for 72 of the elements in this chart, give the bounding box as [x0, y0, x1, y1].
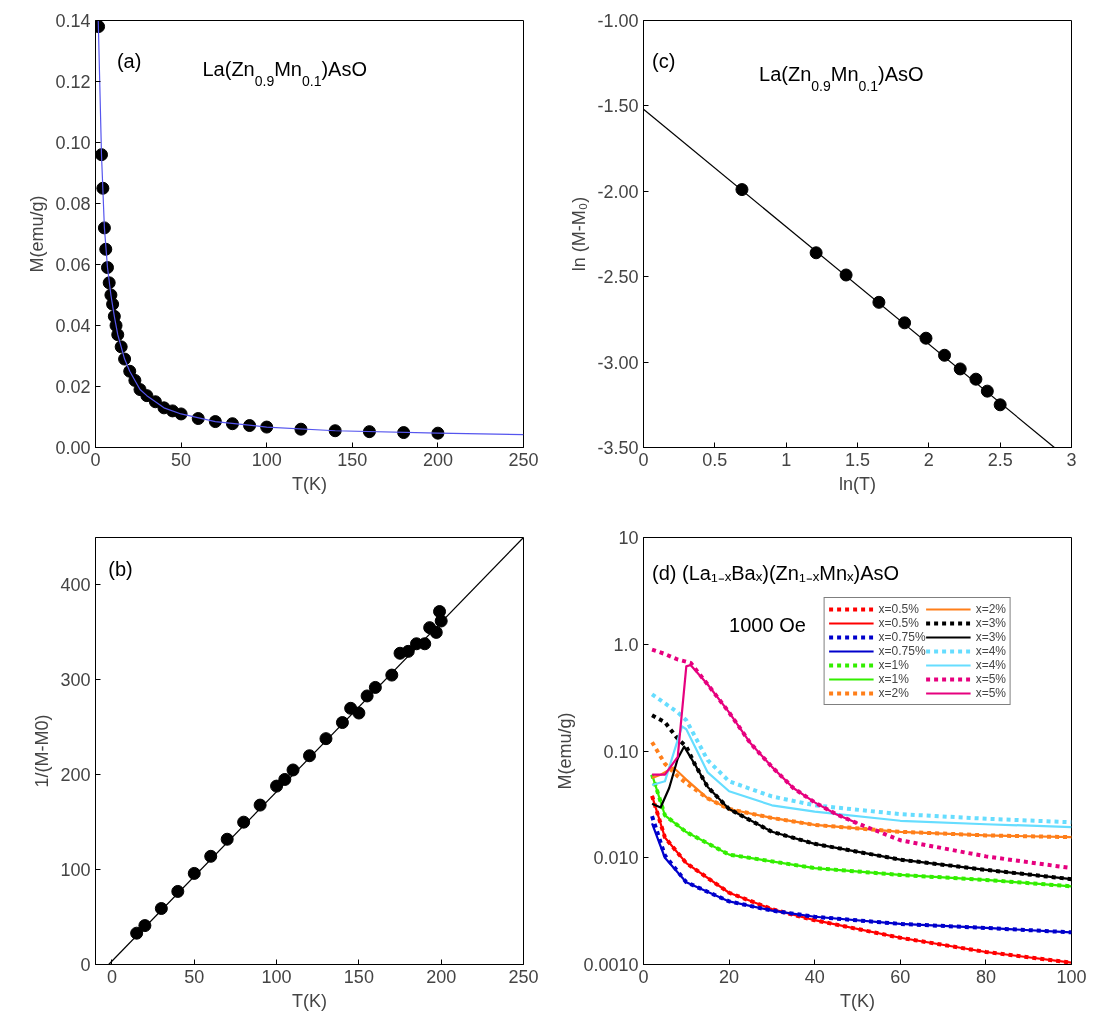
annotation: 1000 Oe	[729, 613, 806, 636]
x-axis-title: ln(T)	[839, 473, 876, 494]
legend-label: x=5%	[975, 686, 1006, 700]
y-tick-label: 0.10	[603, 741, 639, 762]
legend-label: x=2%	[878, 686, 909, 700]
legend-label: x=0.5%	[878, 616, 919, 630]
y-tick-label: 0.12	[55, 72, 91, 92]
annotation: (b)	[108, 558, 133, 581]
y-tick-label: 300	[60, 670, 91, 691]
y-tick-label: 0.06	[55, 255, 91, 275]
y-tick-label: 0.010	[593, 848, 639, 869]
y-tick-label: -3.50	[597, 438, 639, 458]
legend-label: x=0.75%	[878, 644, 926, 658]
annotation: (d) (La₁₋ₓBaₓ)(Zn₁₋ₓMnₓ)AsO	[652, 562, 900, 585]
y-axis-title: ln (M-M₀)	[569, 196, 590, 272]
x-axis-title: T(K)	[292, 990, 328, 1011]
y-tick-label: 0.02	[55, 377, 91, 397]
x-tick-label: 150	[343, 966, 374, 987]
y-tick-label: 100	[60, 860, 91, 881]
legend-label: x=2%	[975, 602, 1006, 616]
y-tick-label: 0.08	[55, 194, 91, 214]
x-axis-title: T(K)	[840, 990, 876, 1011]
legend-label: x=3%	[975, 630, 1006, 644]
x-tick-label: 250	[508, 449, 539, 470]
legend-label: x=4%	[975, 658, 1006, 672]
x-tick-label: 40	[804, 966, 825, 987]
x-tick-label: 150	[337, 449, 368, 470]
y-tick-label: 0.10	[55, 133, 91, 153]
y-tick-label: 0.0010	[583, 955, 639, 975]
x-tick-label: 60	[890, 966, 911, 987]
x-tick-label: 100	[1056, 966, 1087, 987]
legend-label: x=3%	[975, 616, 1006, 630]
legend-label: x=1%	[878, 672, 909, 686]
x-tick-label: 2	[923, 449, 934, 470]
y-tick-label: -2.50	[597, 267, 639, 288]
y-tick-label: -1.50	[597, 96, 639, 117]
y-tick-label: 1.0	[613, 634, 639, 655]
y-tick-label: 0.14	[55, 11, 91, 31]
x-tick-label: 80	[975, 966, 996, 987]
x-tick-label: 200	[426, 966, 457, 987]
x-tick-label: 0.5	[702, 449, 728, 470]
x-tick-label: 250	[508, 966, 539, 987]
y-axis-title: M(emu/g)	[27, 195, 48, 273]
y-tick-label: 0.00	[55, 438, 91, 458]
y-tick-label: -1.00	[597, 11, 639, 31]
x-tick-label: 20	[719, 966, 740, 987]
x-tick-label: 2.5	[987, 449, 1013, 470]
annotation: (a)	[116, 49, 142, 72]
y-tick-label: -2.00	[597, 181, 639, 202]
x-tick-label: 50	[184, 966, 205, 987]
legend-label: x=1%	[878, 658, 909, 672]
x-tick-label: 100	[251, 449, 282, 470]
y-tick-label: -3.00	[597, 352, 639, 373]
y-axis-title: M(emu/g)	[555, 712, 576, 790]
legend-label: x=4%	[975, 644, 1006, 658]
y-tick-label: 10	[618, 528, 639, 548]
y-tick-label: 400	[60, 575, 91, 596]
x-tick-label: 1.5	[844, 449, 871, 470]
x-tick-label: 200	[422, 449, 453, 470]
annotation: (c)	[652, 49, 676, 72]
x-axis-title: T(K)	[292, 473, 328, 494]
x-tick-label: 50	[171, 449, 192, 470]
x-tick-label: 0	[106, 966, 117, 987]
y-tick-label: 0.04	[55, 316, 91, 336]
x-tick-label: 100	[261, 966, 292, 987]
y-tick-label: 200	[60, 765, 91, 786]
legend-label: x=0.75%	[878, 630, 926, 644]
legend-label: x=0.5%	[878, 602, 919, 616]
x-tick-label: 1	[781, 449, 792, 470]
legend-label: x=5%	[975, 672, 1006, 686]
y-axis-title: 1/(M-M0)	[32, 714, 53, 788]
x-tick-label: 3	[1066, 449, 1077, 470]
